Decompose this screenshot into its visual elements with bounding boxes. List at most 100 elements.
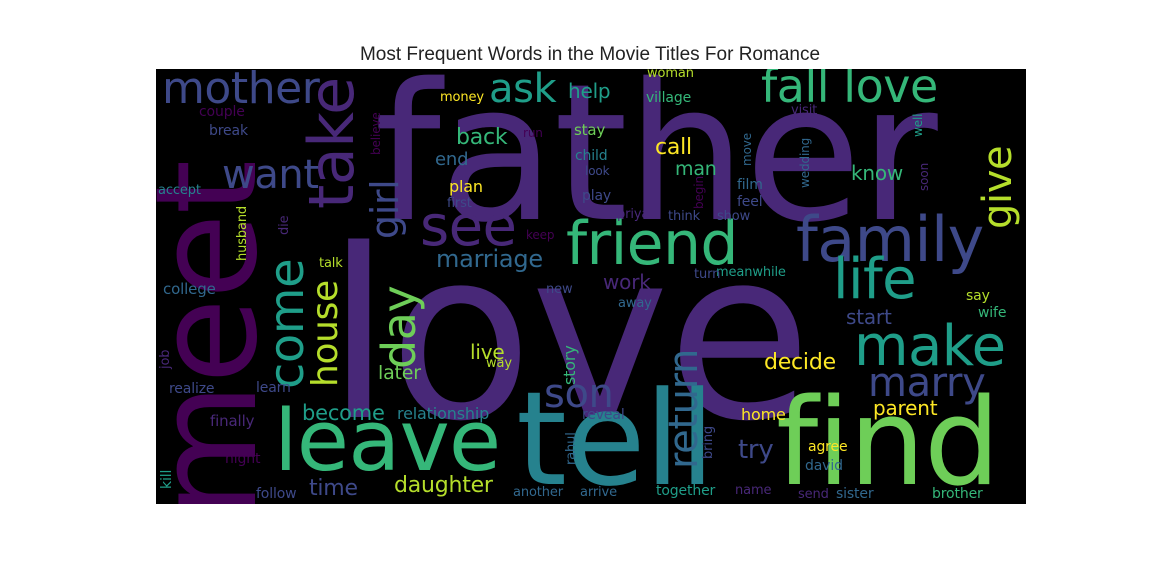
word-well: well [911, 113, 925, 137]
word-life: life [833, 247, 917, 312]
word-accept: accept [158, 183, 201, 198]
word-call: call [655, 135, 692, 160]
word-break: break [209, 123, 248, 139]
word-village: village [646, 90, 692, 106]
word-start: start [846, 305, 892, 329]
word-end: end [435, 149, 469, 170]
word-away: away [618, 296, 652, 311]
word-keep: keep [526, 228, 555, 242]
word-rahul: rahul [564, 432, 579, 465]
word-wife: wife [978, 305, 1007, 321]
word-money: money [440, 90, 484, 105]
word-name: name [735, 483, 772, 498]
word-job: job [158, 349, 173, 369]
word-realize: realize [169, 381, 215, 397]
word-back: back [456, 125, 508, 150]
word-college: college [163, 280, 216, 298]
word-wedding: wedding [798, 137, 812, 188]
word-marriage: marriage [436, 245, 543, 273]
word-try: try [738, 435, 774, 465]
word-ask: ask [489, 69, 557, 112]
word-finally: finally [210, 412, 255, 430]
word-show: show [717, 209, 751, 224]
word-give: give [975, 145, 1021, 229]
word-agree: agree [808, 439, 848, 455]
word-house: house [305, 280, 346, 387]
word-die: die [277, 215, 292, 235]
word-husband: husband [235, 205, 250, 261]
word-brother: brother [932, 486, 983, 502]
word-arrive: arrive [580, 485, 617, 500]
word-son: son [544, 371, 614, 417]
word-visit: visit [791, 103, 818, 118]
word-move: move [740, 132, 754, 166]
word-together: together [656, 483, 716, 499]
word-feel: feel [737, 194, 763, 210]
word-know: know [851, 161, 904, 185]
word-fall-love: fall love [761, 69, 938, 113]
word-man: man [675, 158, 717, 180]
word-come: come [259, 258, 315, 389]
word-decide: decide [764, 350, 836, 375]
word-relationship: relationship [397, 404, 490, 423]
word-another: another [513, 485, 563, 500]
word-day: day [372, 285, 426, 369]
word-turn: turn [694, 267, 721, 282]
word-child: child [575, 148, 608, 164]
word-mother: mother [162, 69, 320, 114]
word-look: look [585, 164, 610, 178]
word-play: play [582, 188, 612, 204]
word-make: make [854, 314, 1006, 379]
word-tell: tell [516, 363, 715, 504]
word-father: father [374, 69, 938, 264]
word-reveal: reveal [582, 407, 625, 423]
word-find: find [776, 374, 1000, 504]
word-want: want [222, 152, 319, 198]
word-run: run [523, 126, 543, 140]
word-talk: talk [319, 256, 343, 271]
word-send: send [798, 487, 829, 502]
word-live: live [470, 340, 505, 364]
word-marry: marry [868, 360, 986, 406]
chart-title: Most Frequent Words in the Movie Titles … [359, 44, 821, 65]
word-girl: girl [363, 179, 407, 239]
word-stay: stay [574, 121, 606, 139]
word-help: help [568, 79, 611, 103]
word-meanwhile: meanwhile [716, 265, 786, 280]
word-leave: leave [274, 392, 501, 491]
word-work: work [603, 270, 651, 294]
word-cloud: love father meet tell find leave friend … [156, 69, 1026, 504]
word-daughter: daughter [394, 473, 493, 498]
word-return: return [661, 349, 707, 469]
word-way: way [486, 356, 512, 371]
word-sister: sister [836, 486, 874, 502]
word-become: become [302, 401, 385, 425]
word-love: love [326, 200, 812, 473]
word-soon: soon [917, 162, 931, 191]
word-later: later [378, 362, 421, 384]
word-woman: woman [647, 69, 694, 81]
word-plan: plan [449, 177, 483, 196]
word-film: film [737, 177, 763, 193]
word-begin: begin [692, 176, 706, 209]
word-say: say [966, 288, 990, 304]
word-story: story [560, 345, 579, 385]
word-david: david [805, 458, 843, 474]
word-couple: couple [199, 104, 245, 120]
word-follow: follow [256, 486, 297, 502]
word-see: see [420, 194, 517, 259]
word-priya: priya [617, 207, 650, 222]
word-time: time [309, 476, 358, 501]
word-friend: friend [566, 209, 738, 279]
word-first: first [447, 196, 472, 211]
word-night: night [225, 451, 261, 467]
word-new: new [546, 282, 573, 297]
word-believe: believe [369, 112, 383, 155]
word-parent: parent [873, 396, 938, 420]
word-kill: kill [159, 469, 175, 489]
word-family: family [796, 203, 984, 276]
word-think: think [668, 209, 701, 224]
word-home: home [741, 405, 786, 424]
word-bring: bring [701, 425, 716, 459]
word-learn: learn [256, 380, 291, 396]
